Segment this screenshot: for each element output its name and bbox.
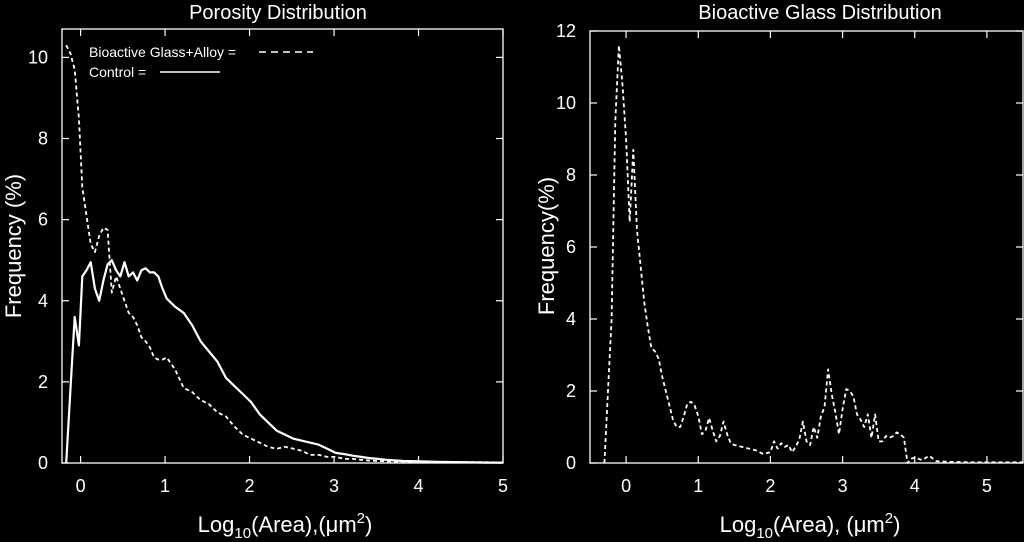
x-tick-label: 1 [160,476,170,496]
x-axis-label-bioactive-glass: Log10(Area), (μm2) [720,510,901,542]
series-line-dashed-porosity [65,44,504,464]
chart-title-porosity: Porosity Distribution [189,2,367,24]
y-tick-label: 0 [566,453,576,473]
x-tick-label: 2 [765,476,775,496]
y-tick-label: 2 [566,381,576,401]
legend-label-control: Control = [89,64,146,80]
x-tick-label: 2 [245,476,255,496]
axis-ticks-porosity: 0 1 2 3 4 5 0 2 4 6 8 10 [28,29,508,496]
y-tick-label: 12 [556,21,576,41]
x-axis-label-porosity: Log10(Area),(μm2) [198,510,373,542]
x-tick-label: 5 [498,476,508,496]
series-line-dashed-bioactive-glass [603,44,1023,464]
chart-title-bioactive-glass: Bioactive Glass Distribution [698,2,941,24]
x-tick-label: 0 [76,476,86,496]
y-tick-label: 0 [38,453,48,473]
y-tick-label: 6 [566,237,576,257]
legend-label-bioactive-glass-alloy: Bioactive Glass+Alloy = [89,44,236,60]
x-tick-label: 1 [693,476,703,496]
x-tick-label: 3 [329,476,339,496]
series-line-solid-porosity [65,259,503,464]
series-group-bioactive-glass [603,44,1023,464]
y-tick-label: 10 [556,93,576,113]
x-tick-label: 3 [838,476,848,496]
y-tick-label: 6 [38,210,48,230]
panel-porosity: Porosity Distribution Frequency (%) Log1… [1,2,508,542]
y-axis-label-bioactive-glass: Frequency(%) [534,177,559,315]
y-tick-label: 2 [38,372,48,392]
y-tick-label: 4 [566,309,576,329]
x-tick-label: 4 [910,476,920,496]
x-tick-label: 5 [982,476,992,496]
legend-porosity: Bioactive Glass+Alloy = Control = [89,44,313,80]
y-tick-label: 8 [566,165,576,185]
y-tick-label: 8 [38,129,48,149]
panel-bioactive-glass: Bioactive Glass Distribution Frequency(%… [534,2,1024,542]
y-axis-label-porosity: Frequency (%) [1,174,26,318]
plot-frame-porosity [61,28,504,464]
x-tick-label: 0 [621,476,631,496]
x-tick-label: 4 [414,476,424,496]
y-tick-label: 4 [38,291,48,311]
plot-frame-bioactive-glass [589,30,1024,464]
series-group-porosity [65,44,504,464]
y-tick-label: 10 [28,47,48,67]
